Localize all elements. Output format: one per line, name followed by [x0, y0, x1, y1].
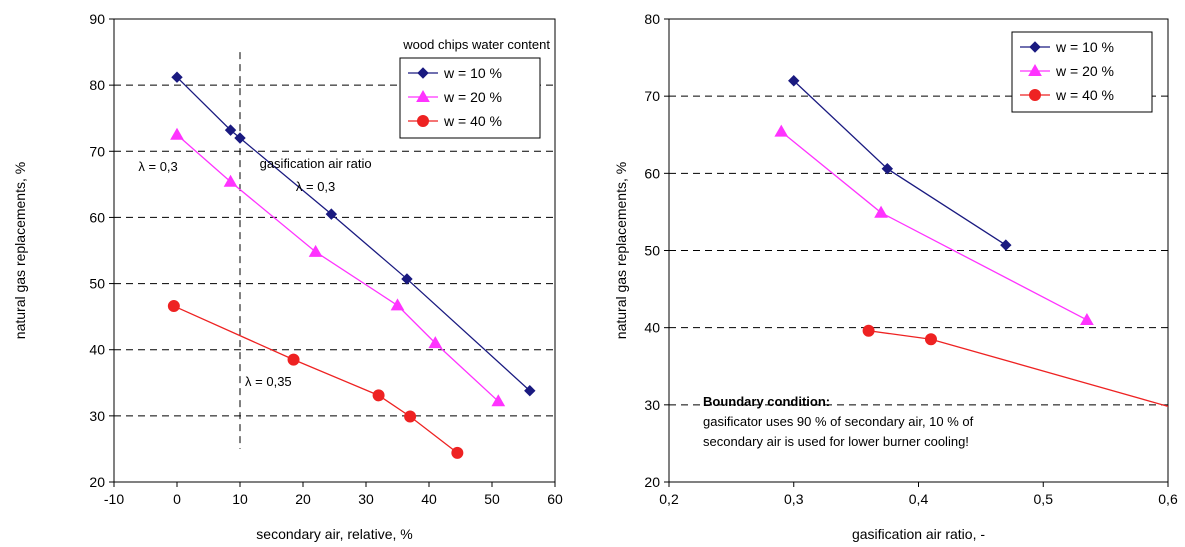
- x-tick-label: 0: [173, 491, 181, 507]
- annotation: gasification air ratio: [260, 156, 372, 171]
- y-tick-label: 80: [89, 77, 105, 93]
- circle-marker: [862, 324, 875, 337]
- series-1: [788, 75, 1012, 251]
- diamond-marker: [224, 124, 237, 136]
- x-tick-label: 40: [421, 491, 437, 507]
- series-2: [170, 127, 506, 407]
- boundary-title: Boundary condition:: [703, 394, 830, 409]
- annotation: λ = 0,35: [245, 374, 292, 389]
- y-tick-label: 50: [89, 276, 105, 292]
- triangle-marker: [874, 205, 888, 218]
- circle-marker: [287, 353, 300, 366]
- legend-label: w = 20 %: [443, 89, 502, 105]
- x-tick-label: 0,5: [1034, 491, 1054, 507]
- x-tick-label: -10: [104, 491, 124, 507]
- legend-label: w = 10 %: [443, 65, 502, 81]
- y-axis-label: natural gas replacements, %: [613, 162, 629, 339]
- triangle-marker: [308, 244, 323, 257]
- circle-marker: [167, 300, 180, 313]
- boundary-line-1: gasificator uses 90 % of secondary air, …: [703, 414, 974, 429]
- triangle-marker: [428, 336, 443, 349]
- y-tick-label: 30: [89, 408, 105, 424]
- circle-marker: [372, 389, 385, 402]
- x-tick-label: 0,2: [659, 491, 679, 507]
- x-tick-label: 0,4: [909, 491, 929, 507]
- y-tick-label: 40: [89, 342, 105, 358]
- legend-title: wood chips water content: [402, 37, 550, 52]
- series-3: [167, 300, 464, 459]
- diamond-marker: [325, 208, 338, 220]
- series-line: [173, 305, 458, 454]
- x-axis-label: secondary air, relative, %: [256, 526, 412, 542]
- diamond-marker: [417, 67, 429, 79]
- plot-area: [668, 18, 1169, 483]
- y-tick-label: 30: [644, 397, 660, 413]
- series-3: [862, 324, 1168, 408]
- diamond-marker: [524, 385, 536, 397]
- y-tick-label: 20: [644, 474, 660, 490]
- triangle-marker: [223, 174, 238, 187]
- triangle-marker: [491, 394, 506, 407]
- legend-label: w = 20 %: [1055, 63, 1114, 79]
- circle-marker: [924, 333, 937, 346]
- plot-area: [113, 18, 556, 483]
- annotation: λ = 0,3: [138, 159, 177, 174]
- x-tick-label: 0,3: [784, 491, 804, 507]
- chart-1: 20 30 40 50 60 70 80 90 -10 0 10 20 30 40 50 60 secondar…: [12, 11, 563, 542]
- series-line: [868, 330, 1168, 408]
- series-2: [774, 124, 1094, 325]
- diamond-marker: [1000, 239, 1012, 251]
- legend: wood chips water content w = 10 % w = 20 %…: [399, 37, 550, 139]
- y-axis-label: natural gas replacements, %: [12, 162, 28, 339]
- y-tick-label: 60: [644, 165, 660, 181]
- circle-marker: [417, 115, 429, 127]
- legend-label: w = 40 %: [1055, 87, 1114, 103]
- diamond-marker: [1029, 41, 1041, 53]
- x-tick-label: 10: [232, 491, 248, 507]
- triangle-marker: [1028, 63, 1042, 76]
- diamond-marker: [881, 162, 894, 175]
- triangle-marker: [1080, 312, 1094, 325]
- legend: w = 10 % w = 20 % w = 40 %: [1011, 31, 1153, 113]
- series-line: [780, 131, 1088, 321]
- boundary-line-2: secondary air is used for lower burner c…: [703, 434, 969, 449]
- x-tick-label: 60: [547, 491, 563, 507]
- y-tick-label: 90: [89, 11, 105, 27]
- y-tick-label: 60: [89, 209, 105, 225]
- triangle-marker: [390, 298, 405, 311]
- triangle-marker: [774, 124, 789, 137]
- y-tick-label: 40: [644, 320, 660, 336]
- y-tick-label: 20: [89, 474, 105, 490]
- series-1: [171, 71, 536, 397]
- x-tick-label: 50: [484, 491, 500, 507]
- legend-label: w = 10 %: [1055, 39, 1114, 55]
- y-tick-label: 70: [644, 88, 660, 104]
- circle-marker: [451, 446, 464, 459]
- circle-marker: [404, 410, 417, 423]
- diamond-marker: [788, 75, 800, 87]
- annotation: λ = 0,3: [296, 179, 335, 194]
- circle-marker: [1029, 89, 1041, 101]
- diamond-marker: [234, 132, 246, 144]
- series-line: [176, 76, 531, 392]
- triangle-marker: [416, 89, 430, 102]
- x-tick-label: 20: [295, 491, 311, 507]
- series-line: [793, 80, 1007, 246]
- x-axis-label: gasification air ratio, -: [852, 526, 985, 542]
- y-tick-label: 50: [644, 243, 660, 259]
- chart-2: 20 30 40 50 60 70 80 0,2 0,3 0,4 0,5 0,6 gasificatio…: [613, 11, 1178, 542]
- x-tick-label: 0,6: [1158, 491, 1178, 507]
- series-line: [176, 134, 499, 402]
- y-tick-label: 70: [89, 143, 105, 159]
- diamond-marker: [401, 273, 413, 285]
- diamond-marker: [171, 71, 183, 83]
- y-tick-label: 80: [644, 11, 660, 27]
- triangle-marker: [170, 127, 184, 140]
- x-tick-label: 30: [358, 491, 374, 507]
- legend-label: w = 40 %: [443, 113, 502, 129]
